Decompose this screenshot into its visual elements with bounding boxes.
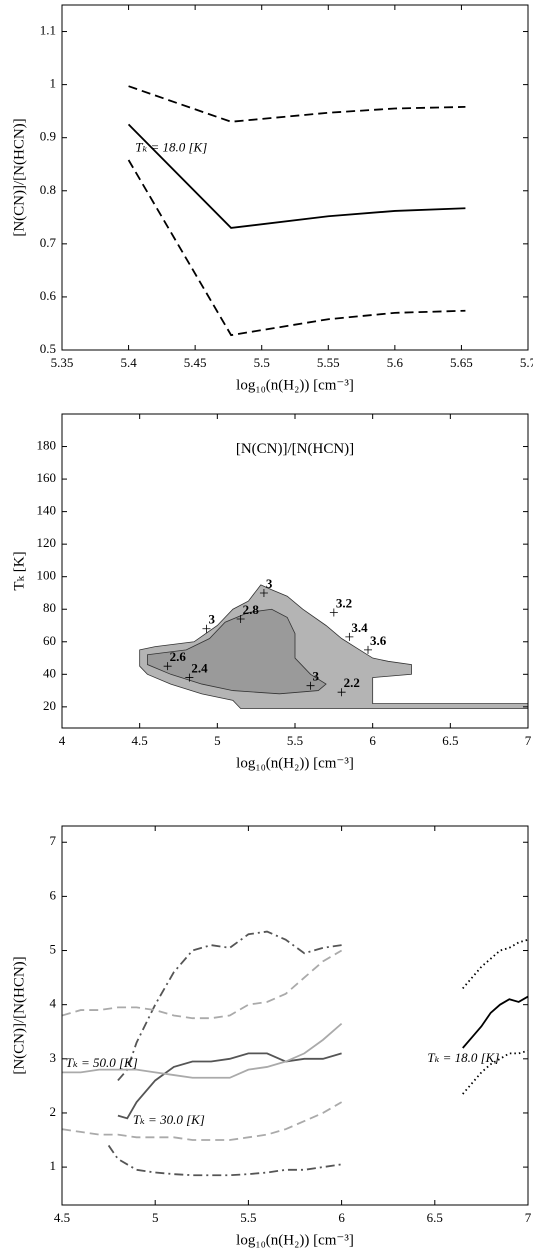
contour-label: 3.6 [370,633,387,648]
y-tick-label: 2 [50,1104,57,1119]
contour-label: 2.6 [170,649,187,664]
x-tick-label: 5.4 [120,355,137,370]
series-line [462,938,528,990]
x-tick-label: 5.55 [317,355,340,370]
contour-marker [306,681,315,690]
x-tick-label: 7 [525,733,532,748]
x-tick-label: 5 [152,1210,159,1225]
contour-label: 3.4 [351,620,368,635]
x-tick-label: 5.7 [520,355,533,370]
contour-region [147,608,327,695]
x-tick-label: 5.65 [450,355,473,370]
x-tick-label: 6 [369,733,376,748]
series-line [107,1144,342,1177]
contour-marker [185,673,194,682]
axes-box [61,825,529,1206]
contour-label: 3.2 [336,595,352,610]
y-tick-label: 4 [50,996,57,1011]
panel: Tₖ = 50.0 [K] Tₖ = 30.0 [K] Tₖ = 18.0 [K] 4… [11,825,532,1248]
contour-marker [163,662,172,671]
y-axis-label: Tₖ [K] [11,551,27,590]
x-axis-label: log₁₀(n(H₂)) [cm⁻³] [236,755,354,771]
contour-label: 2.2 [344,675,360,690]
y-tick-label: 100 [37,568,57,583]
series-line [62,1101,343,1141]
panel: 3 3.2 3 2.8 3.43.6 2.6 2.4 3 2.2 [N(CN)]/[N(HCN)]… [11,413,532,771]
x-tick-label: 4.5 [54,1210,70,1225]
series-line [117,930,342,1082]
contour-label: 3 [208,612,215,627]
x-axis-label: log₁₀(n(H₂)) [cm⁻³] [236,1232,354,1248]
annotation: Tₖ = 18.0 [K] [427,1050,499,1065]
annotation: Tₖ = 18.0 [K] [135,139,207,154]
panel: Tₖ = 18.0 [K] 5.35 5.4 5.45 5.5 5.55 5.6 5.65 5.… [11,4,533,393]
y-tick-label: 5 [50,942,57,957]
series-line [462,995,528,1049]
contour-label: 3 [266,576,273,591]
y-tick-label: 40 [43,665,56,680]
contour-marker [337,688,346,697]
series-line [62,1022,343,1079]
y-tick-label: 6 [50,887,57,902]
contour-marker [364,645,373,654]
x-tick-label: 6.5 [442,733,458,748]
plot-area [127,85,466,337]
series-line [62,949,343,1020]
series-line [127,123,466,229]
x-tick-label: 6.5 [427,1210,443,1225]
y-tick-label: 60 [43,633,56,648]
y-tick-label: 0.9 [40,129,56,144]
contour-label: 2.4 [191,661,208,676]
axes-box [61,4,529,351]
x-tick-label: 7 [525,1210,532,1225]
y-tick-label: 1.1 [40,23,56,38]
x-tick-label: 6 [338,1210,345,1225]
annotation: Tₖ = 30.0 [K] [133,1112,205,1127]
contour-marker [329,608,338,617]
annotation: Tₖ = 50.0 [K] [66,1055,138,1070]
contour-marker [259,588,268,597]
series-line [117,1052,342,1120]
contour-label: 2.8 [243,602,260,617]
y-tick-label: 1 [50,76,57,91]
y-tick-label: 0.6 [40,288,57,303]
y-tick-label: 140 [37,503,57,518]
y-tick-label: 0.8 [40,182,56,197]
y-tick-label: 120 [37,535,57,550]
series-line [462,1049,528,1095]
contour-marker [202,624,211,633]
x-tick-label: 5.6 [387,355,404,370]
y-tick-label: 20 [43,698,56,713]
x-tick-label: 4 [59,733,66,748]
contour-marker [236,614,245,623]
plot-area: 3 3.2 3 2.8 3.43.6 2.6 2.4 3 2.2 [139,576,528,709]
y-axis-label: [N(CN)]/[N(HCN)] [11,956,27,1074]
panel-title: [N(CN)]/[N(HCN)] [236,441,354,457]
contour-label: 3 [313,669,320,684]
x-tick-label: 5.45 [184,355,207,370]
contour-marker [345,632,354,641]
y-tick-label: 7 [50,833,57,848]
x-tick-label: 4.5 [132,733,148,748]
plot-area [62,930,528,1177]
y-tick-label: 0.7 [40,235,57,250]
series-line [127,159,466,337]
y-tick-label: 180 [37,438,57,453]
x-tick-label: 5.5 [287,733,303,748]
y-tick-label: 3 [50,1050,57,1065]
x-tick-label: 5.5 [240,1210,256,1225]
series-line [128,85,466,123]
x-tick-label: 5.35 [51,355,74,370]
y-axis-label: [N(CN)]/[N(HCN)] [11,118,27,236]
x-tick-label: 5 [214,733,221,748]
y-tick-label: 1 [50,1158,57,1173]
y-tick-label: 80 [43,600,56,615]
y-tick-label: 0.5 [40,341,56,356]
x-axis-label: log₁₀(n(H₂)) [cm⁻³] [236,377,354,393]
x-tick-label: 5.5 [254,355,270,370]
y-tick-label: 160 [37,470,57,485]
